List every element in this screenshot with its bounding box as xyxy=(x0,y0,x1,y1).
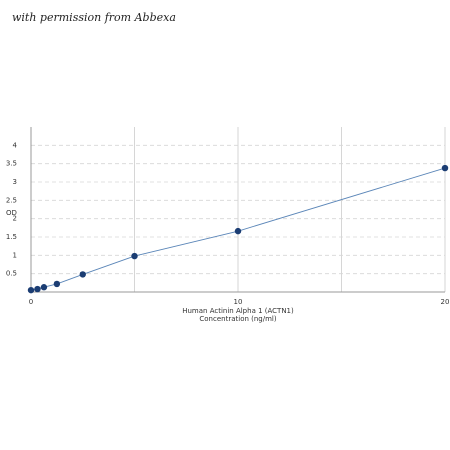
y-tick-label: 3 xyxy=(13,178,17,186)
y-tick-label: 1.5 xyxy=(6,233,17,241)
data-point xyxy=(53,280,61,288)
watermark: with permission from Abbexa xyxy=(12,11,176,24)
y-tick-label: 4 xyxy=(13,141,18,149)
y-tick-label: 3.5 xyxy=(6,160,17,168)
data-point xyxy=(27,286,35,294)
y-tick-label: 1 xyxy=(13,251,17,259)
data-point xyxy=(131,252,138,260)
x-tick-label: 0 xyxy=(29,298,33,306)
x-axis-label: Human Actinin Alpha 1 (ACTN1) xyxy=(182,307,294,315)
y-tick-label: 2.5 xyxy=(6,196,17,204)
data-point xyxy=(441,164,449,172)
y-tick-label: 2 xyxy=(13,215,17,223)
y-axis-label: OD xyxy=(6,209,17,217)
x-tick-label: 10 xyxy=(234,298,243,306)
x-tick-label: 20 xyxy=(441,298,450,306)
y-tick-label: 0.5 xyxy=(6,270,17,278)
data-point xyxy=(40,284,48,291)
data-point xyxy=(234,227,242,235)
x-axis-label: Concentration (ng/ml) xyxy=(199,315,276,323)
data-point xyxy=(34,285,41,293)
data-point xyxy=(79,271,86,278)
